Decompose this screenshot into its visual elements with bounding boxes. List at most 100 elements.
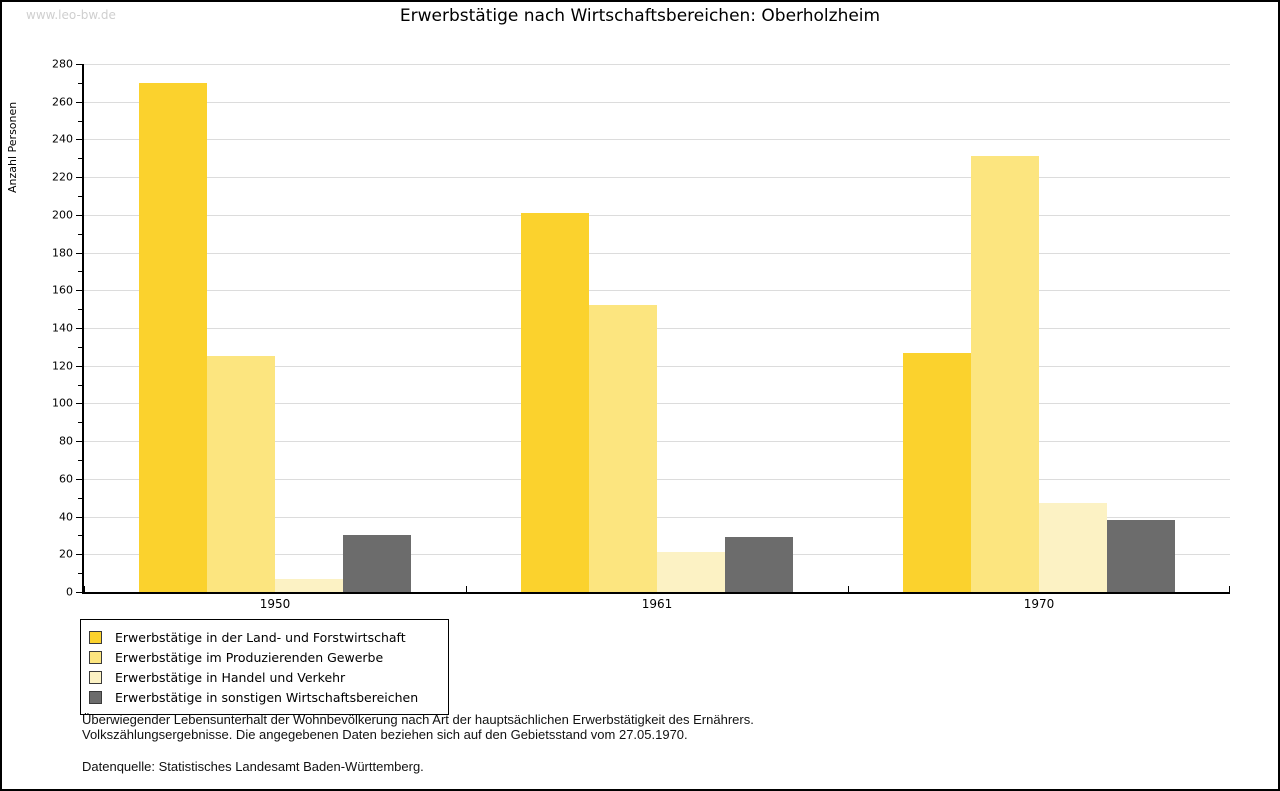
y-tick-40 (76, 516, 82, 518)
y-tick-80 (76, 441, 82, 443)
legend-swatch-3 (89, 690, 102, 704)
y-tick-20 (76, 554, 82, 556)
legend-item-2: Erwerbstätige in Handel und Verkehr (89, 667, 438, 687)
y-tick-180 (76, 252, 82, 254)
y-tick-label-0: 0 (66, 585, 73, 599)
y-tick-label-140: 140 (52, 321, 73, 335)
y-tick-200 (76, 214, 82, 216)
y-tick-160 (76, 290, 82, 292)
y-tick-label-280: 280 (52, 57, 73, 71)
gridline-140 (84, 328, 1230, 329)
footer-source: Datenquelle: Statistisches Landesamt Bad… (82, 759, 424, 774)
bar-1961-series-2 (657, 552, 725, 592)
y-minor-tick-10 (78, 573, 82, 575)
bar-1970-series-0 (903, 352, 971, 592)
bar-1970-series-1 (971, 156, 1039, 592)
gridline-100 (84, 403, 1230, 405)
y-tick-220 (76, 177, 82, 179)
y-tick-label-200: 200 (52, 208, 73, 222)
y-tick-240 (76, 139, 82, 141)
y-tick-0 (76, 592, 82, 593)
y-minor-tick-230 (78, 158, 82, 160)
x-boundary-tick-1 (466, 586, 467, 592)
y-tick-label-100: 100 (52, 396, 73, 410)
y-tick-label-60: 60 (59, 472, 73, 486)
y-tick-100 (76, 403, 82, 405)
y-minor-tick-210 (78, 196, 82, 197)
y-minor-tick-70 (78, 460, 82, 461)
bar-1950-series-0 (139, 82, 207, 592)
gridline-240 (84, 139, 1230, 141)
x-boundary-tick-0 (84, 586, 85, 592)
gridline-160 (84, 290, 1230, 292)
gridline-260 (84, 101, 1230, 103)
x-category-label-1961: 1961 (641, 597, 673, 611)
gridline-200 (84, 214, 1230, 216)
gridline-280 (84, 64, 1230, 65)
gridline-80 (84, 441, 1230, 443)
bar-1970-series-3 (1107, 520, 1175, 592)
footer-note-line1: Überwiegender Lebensunterhalt der Wohnbe… (82, 712, 754, 727)
x-boundary-tick-3 (1229, 586, 1230, 592)
y-axis-title: Anzahl Personen (6, 101, 19, 193)
legend-item-0: Erwerbstätige in der Land- und Forstwirt… (89, 627, 438, 647)
y-tick-label-20: 20 (59, 547, 73, 561)
legend-label-2: Erwerbstätige in Handel und Verkehr (115, 669, 346, 685)
legend-swatch-1 (89, 650, 102, 664)
y-tick-140 (76, 328, 82, 329)
gridline-220 (84, 177, 1230, 179)
y-tick-label-120: 120 (52, 359, 73, 373)
bar-1950-series-1 (207, 356, 275, 592)
y-tick-label-80: 80 (59, 434, 73, 448)
y-tick-260 (76, 101, 82, 103)
y-tick-label-40: 40 (59, 510, 73, 524)
legend-label-3: Erwerbstätige in sonstigen Wirtschaftsbe… (115, 689, 419, 705)
y-tick-label-260: 260 (52, 95, 73, 109)
legend-swatch-2 (89, 670, 102, 684)
site-watermark: www.leo-bw.de (26, 8, 116, 22)
chart-title: Erwerbstätige nach Wirtschaftsbereichen:… (399, 6, 881, 26)
footer-notes: Überwiegender Lebensunterhalt der Wohnbe… (82, 712, 754, 774)
bar-1950-series-2 (275, 578, 343, 592)
y-tick-label-180: 180 (52, 246, 73, 260)
legend-box: Erwerbstätige in der Land- und Forstwirt… (80, 619, 449, 715)
x-category-label-1950: 1950 (259, 597, 291, 611)
y-tick-label-220: 220 (52, 170, 73, 184)
y-minor-tick-30 (78, 535, 82, 537)
y-tick-60 (76, 478, 82, 480)
y-minor-tick-170 (78, 271, 82, 273)
gridline-120 (84, 365, 1230, 367)
y-tick-120 (76, 365, 82, 367)
y-minor-tick-190 (78, 233, 82, 235)
bar-1961-series-1 (589, 305, 657, 592)
bar-1961-series-3 (725, 537, 793, 592)
legend-label-0: Erwerbstätige in der Land- und Forstwirt… (115, 629, 406, 645)
plot-area: 0 20 40 60 80 100 120 140 160 180 200 220 240 260 280 1… (52, 58, 1230, 611)
footer-note-line2: Volkszählungsergebnisse. Die angegebenen… (82, 727, 688, 742)
bar-1970-series-2 (1039, 503, 1107, 592)
y-minor-tick-90 (78, 422, 82, 424)
y-minor-tick-270 (78, 82, 82, 84)
y-minor-tick-110 (78, 384, 82, 386)
gridline-60 (84, 478, 1230, 480)
y-tick-label-240: 240 (52, 132, 73, 146)
legend-label-1: Erwerbstätige im Produzierenden Gewerbe (115, 649, 384, 665)
y-tick-label-160: 160 (52, 283, 73, 297)
legend-swatch-0 (89, 630, 102, 644)
legend-item-3: Erwerbstätige in sonstigen Wirtschaftsbe… (89, 687, 438, 707)
y-axis-line (82, 64, 84, 592)
gridline-180 (84, 252, 1230, 254)
y-minor-tick-50 (78, 497, 82, 499)
legend-item-1: Erwerbstätige im Produzierenden Gewerbe (89, 647, 438, 667)
bar-1950-series-3 (343, 535, 411, 592)
x-category-label-1970: 1970 (1023, 597, 1055, 611)
x-boundary-tick-2 (848, 586, 849, 592)
y-minor-tick-150 (78, 309, 82, 311)
y-minor-tick-130 (78, 346, 82, 348)
y-minor-tick-250 (78, 120, 82, 122)
y-tick-280 (76, 64, 82, 65)
bar-1961-series-0 (521, 212, 589, 592)
x-axis-line (82, 592, 1230, 594)
gridline-40 (84, 516, 1230, 518)
